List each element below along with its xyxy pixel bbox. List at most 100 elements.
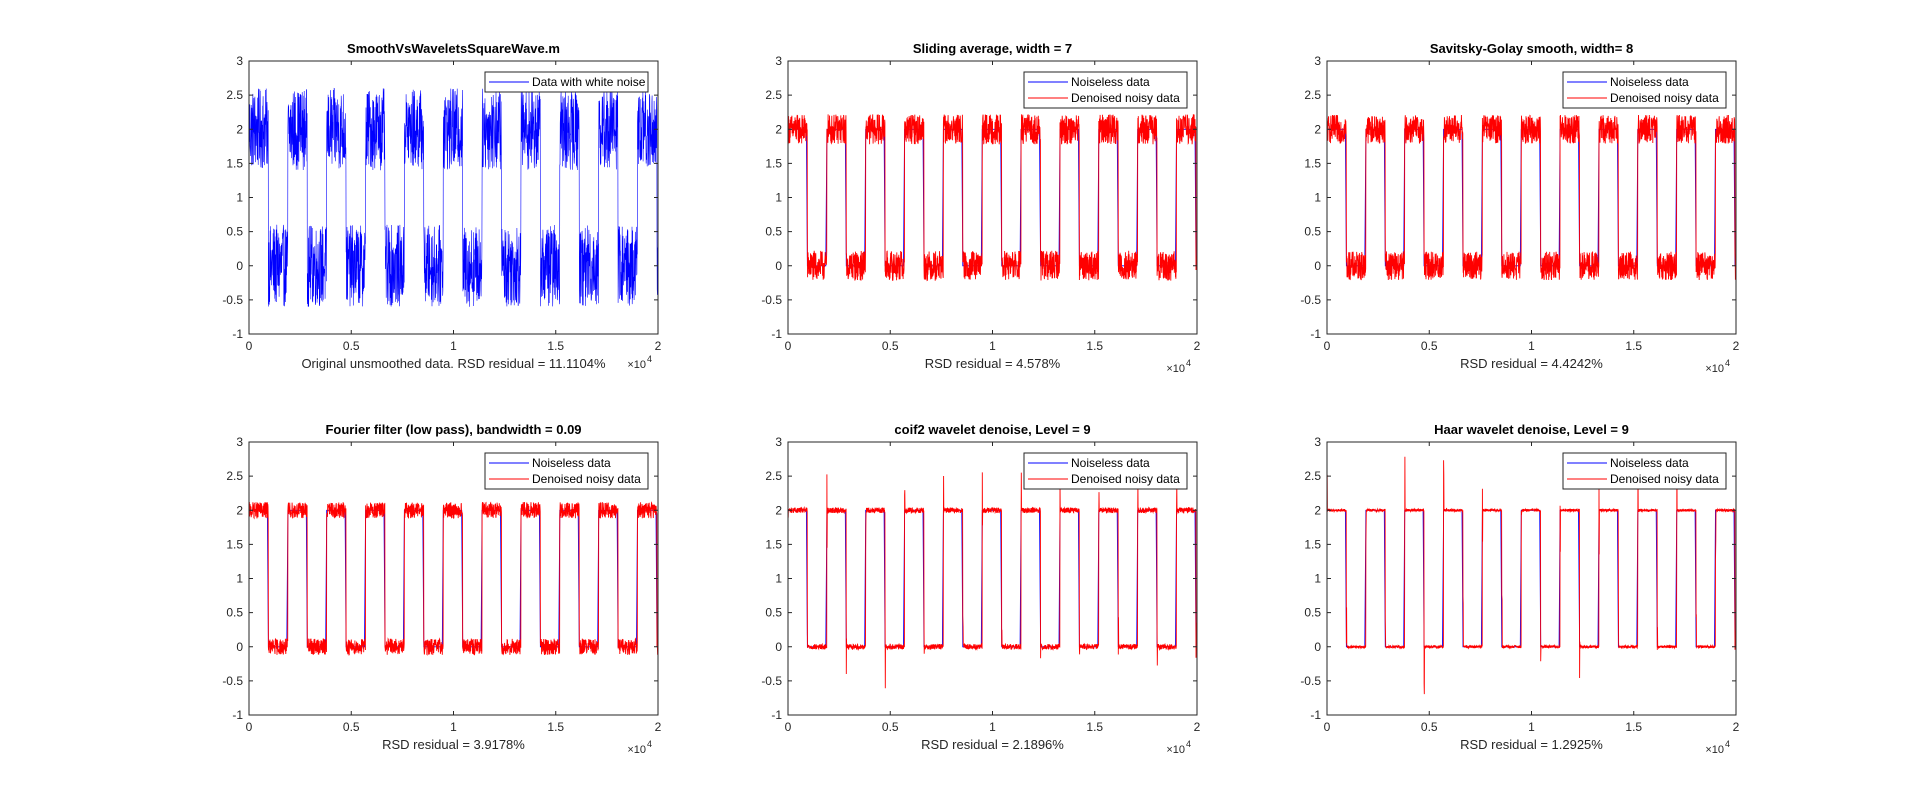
x-tick-label: 1	[450, 339, 457, 353]
chart-title: Sliding average, width = 7	[913, 41, 1072, 56]
y-tick-label: 3	[1314, 435, 1321, 449]
y-tick-label: 1	[236, 572, 243, 586]
legend: Noiseless data Denoised noisy data	[1023, 452, 1188, 490]
y-tick-label: 2.5	[1304, 469, 1321, 483]
subplot: 0 0.5 1 1.5 2 -1 -0.5 0 0.5 1 1.5 2 2.5 3 coif2 wavele…	[761, 422, 1200, 756]
x-exponent-power: 4	[647, 354, 652, 364]
x-tick-label: 2	[655, 720, 662, 734]
y-tick-label: -1	[232, 327, 243, 341]
legend: Noiseless data Denoised noisy data	[1562, 71, 1727, 109]
x-tick-label: 1	[1528, 720, 1535, 734]
y-tick-label: 2	[775, 503, 782, 517]
x-tick-label: 1.5	[1625, 339, 1642, 353]
y-tick-label: 2	[1314, 503, 1321, 517]
x-tick-label: 2	[1733, 339, 1740, 353]
y-tick-label: 3	[1314, 54, 1321, 68]
subplot: 0 0.5 1 1.5 2 -1 -0.5 0 0.5 1 1.5 2 2.5 3 Savitsky-Gol…	[1300, 41, 1739, 375]
y-tick-label: 0.5	[226, 225, 243, 239]
x-tick-label: 0	[1324, 720, 1331, 734]
y-tick-label: 2	[1314, 122, 1321, 136]
x-tick-label: 1.5	[547, 720, 564, 734]
legend: Noiseless data Denoised noisy data	[1562, 452, 1727, 490]
series-line-0	[788, 509, 1197, 648]
y-tick-label: 2	[775, 122, 782, 136]
y-tick-label: -1	[232, 708, 243, 722]
y-tick-label: 2.5	[226, 469, 243, 483]
series-line-0	[788, 128, 1197, 267]
series-line-0	[1327, 128, 1736, 267]
y-tick-label: 2.5	[226, 88, 243, 102]
x-tick-label: 2	[1194, 720, 1201, 734]
subplot: 0 0.5 1 1.5 2 -1 -0.5 0 0.5 1 1.5 2 2.5 3 Fourier filt…	[222, 422, 661, 756]
legend-entry: Noiseless data	[532, 456, 611, 470]
legend-entry: Noiseless data	[1610, 456, 1689, 470]
x-tick-label: 2	[655, 339, 662, 353]
x-axis-label: RSD residual = 3.9178%	[382, 737, 525, 752]
subplot: 0 0.5 1 1.5 2 -1 -0.5 0 0.5 1 1.5 2 2.5 3 Haar wavelet…	[1300, 422, 1739, 756]
x-axis-label: RSD residual = 4.578%	[925, 356, 1061, 371]
x-axis-label: RSD residual = 4.4242%	[1460, 356, 1603, 371]
y-tick-label: 2.5	[765, 88, 782, 102]
y-tick-label: -0.5	[761, 674, 782, 688]
x-tick-label: 0.5	[882, 720, 899, 734]
y-tick-label: 3	[236, 54, 243, 68]
x-axis-label: RSD residual = 2.1896%	[921, 737, 1064, 752]
y-tick-label: 2	[236, 122, 243, 136]
series-line-1	[788, 114, 1197, 282]
y-tick-label: -0.5	[761, 293, 782, 307]
x-tick-label: 1	[1528, 339, 1535, 353]
y-tick-label: 1.5	[765, 537, 782, 551]
subplot: 0 0.5 1 1.5 2 -1 -0.5 0 0.5 1 1.5 2 2.5 3 SmoothVsWave…	[222, 41, 661, 371]
y-tick-label: -1	[771, 708, 782, 722]
chart-title: SmoothVsWaveletsSquareWave.m	[347, 41, 560, 56]
x-tick-label: 1.5	[1625, 720, 1642, 734]
y-tick-label: 1	[236, 191, 243, 205]
legend-entry: Denoised noisy data	[1610, 91, 1719, 105]
x-exponent-power: 4	[1725, 358, 1730, 368]
legend-box	[484, 71, 649, 93]
legend-box	[1562, 71, 1727, 109]
legend-entry: Denoised noisy data	[532, 472, 641, 486]
x-axis-label: Original unsmoothed data. RSD residual =…	[301, 356, 606, 371]
y-tick-label: -0.5	[222, 293, 243, 307]
x-tick-label: 1	[989, 339, 996, 353]
x-exponent-power: 4	[1186, 739, 1191, 749]
y-tick-label: -0.5	[222, 674, 243, 688]
x-tick-label: 0.5	[1421, 339, 1438, 353]
legend-entry: Denoised noisy data	[1071, 472, 1180, 486]
legend-entry: Noiseless data	[1071, 456, 1150, 470]
x-exponent-label: ×10	[1166, 363, 1185, 375]
x-tick-label: 2	[1194, 339, 1201, 353]
chart-title: Haar wavelet denoise, Level = 9	[1434, 422, 1629, 437]
series-line-0	[249, 87, 658, 307]
x-exponent-power: 4	[647, 739, 652, 749]
y-tick-label: 3	[775, 54, 782, 68]
legend-entry: Denoised noisy data	[1071, 91, 1180, 105]
y-tick-label: 1	[1314, 572, 1321, 586]
subplot: 0 0.5 1 1.5 2 -1 -0.5 0 0.5 1 1.5 2 2.5 3 Sliding aver…	[761, 41, 1200, 375]
legend-box	[1562, 452, 1727, 490]
x-tick-label: 0	[246, 720, 253, 734]
legend-entry: Noiseless data	[1071, 75, 1150, 89]
x-tick-label: 1.5	[547, 339, 564, 353]
x-tick-label: 0.5	[343, 339, 360, 353]
series-line-1	[1327, 114, 1736, 281]
y-tick-label: -1	[771, 327, 782, 341]
y-tick-label: 0.5	[1304, 606, 1321, 620]
y-tick-label: 0	[775, 259, 782, 273]
chart-title: Fourier filter (low pass), bandwidth = 0…	[325, 422, 581, 437]
y-tick-label: 2.5	[765, 469, 782, 483]
x-tick-label: 1	[989, 720, 996, 734]
y-tick-label: 3	[236, 435, 243, 449]
chart-title: Savitsky-Golay smooth, width= 8	[1430, 41, 1633, 56]
y-tick-label: 2	[236, 503, 243, 517]
y-tick-label: 1	[1314, 191, 1321, 205]
y-tick-label: 1.5	[1304, 156, 1321, 170]
y-tick-label: 1.5	[226, 156, 243, 170]
x-tick-label: 0	[1324, 339, 1331, 353]
x-exponent-label: ×10	[1705, 363, 1724, 375]
legend-box	[1023, 452, 1188, 490]
x-tick-label: 0	[246, 339, 253, 353]
y-tick-label: 1	[775, 572, 782, 586]
